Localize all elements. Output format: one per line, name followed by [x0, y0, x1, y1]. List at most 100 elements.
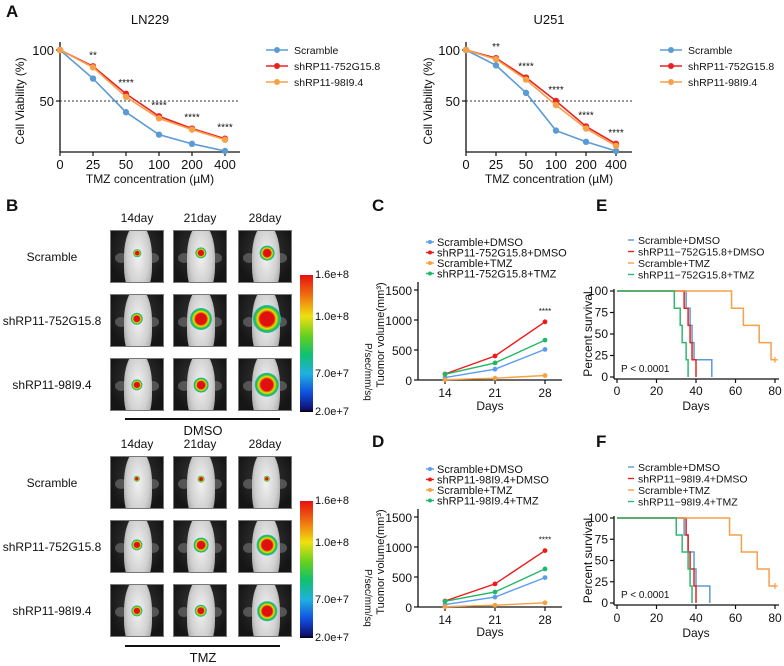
data-point	[522, 89, 530, 97]
colorbar-tick-label: 2.0e+7	[315, 406, 349, 418]
legend-label: Scramble+TMZ	[437, 258, 513, 270]
data-point	[492, 360, 498, 366]
significance-marker: ****	[548, 85, 564, 96]
data-point	[542, 575, 548, 580]
mouse-image	[110, 358, 164, 411]
significance-marker: ****	[578, 111, 594, 122]
x-tick-label: 21	[488, 386, 502, 400]
legend-marker	[428, 498, 432, 503]
legend-label: shRP11-98I9.4	[294, 77, 363, 89]
row-label: shRP11-752G15.8	[2, 314, 102, 328]
x-axis-label: Days	[682, 626, 709, 640]
luminescence-signal	[263, 475, 271, 483]
data-point	[442, 604, 448, 610]
data-point	[492, 375, 498, 381]
series-line	[444, 321, 546, 375]
y-tick-label: 1000	[385, 541, 412, 555]
significance-marker: ****	[518, 62, 534, 73]
legend-label: shRP11-98I9.4+DMSO	[437, 475, 549, 487]
series-line	[59, 49, 226, 141]
data-point	[122, 93, 130, 101]
legend-label: shRP11-752G15.8	[688, 61, 774, 73]
significance-marker: ****	[118, 78, 134, 89]
legend-marker	[428, 488, 432, 492]
luminescence-signal	[131, 379, 143, 391]
x-tick-label: 0	[56, 157, 63, 172]
x-tick-label: 14	[438, 613, 452, 627]
p-value: P < 0.0001	[621, 590, 670, 601]
mouse-image	[238, 358, 292, 411]
data-point	[188, 126, 196, 133]
data-point	[442, 377, 448, 383]
legend-label: Scramble+DMSO	[638, 462, 720, 474]
y-tick-label: 50	[40, 94, 54, 109]
legend-marker	[428, 250, 432, 255]
y-tick-label: 500	[392, 571, 412, 585]
day-header: 14day	[120, 437, 154, 451]
panel-label-b: B	[6, 196, 19, 215]
x-axis-label: Days	[476, 399, 503, 413]
data-point	[492, 581, 498, 587]
x-tick-label: 80	[768, 384, 782, 398]
luminescence-signal	[133, 475, 141, 483]
x-tick-label: 200	[575, 157, 597, 172]
row-label: Scramble	[26, 250, 78, 264]
mouse-image	[110, 230, 164, 283]
luminescence-signal	[193, 537, 209, 553]
data-point	[155, 131, 163, 138]
group-label: DMSO	[183, 423, 223, 438]
data-point	[462, 46, 470, 54]
colorbar-unit-label: P/sec/mm/sq	[362, 343, 373, 401]
mouse-image	[173, 520, 227, 573]
colorbar-tick-label: 7.0e+7	[315, 367, 349, 380]
colorbar-unit-label: P/sec/mm/sq	[362, 569, 373, 627]
luminescence-signal	[131, 605, 143, 617]
data-point	[582, 125, 590, 132]
x-tick-label: 100	[148, 157, 170, 172]
day-header: 21day	[183, 437, 217, 451]
y-axis-label: Cell Viability (%)	[421, 57, 435, 144]
luminescence-signal	[131, 539, 143, 551]
y-tick-label: 75	[595, 532, 609, 546]
survival-curve	[617, 290, 689, 377]
row-label: shRP11-98I9.4	[12, 604, 92, 618]
mouse-image	[110, 520, 164, 573]
x-tick-label: 400	[214, 157, 236, 172]
y-tick-label: 75	[595, 306, 609, 320]
data-point	[542, 566, 548, 572]
y-axis-label: Cell Viability (%)	[13, 57, 27, 144]
data-point	[492, 62, 500, 69]
data-point	[188, 140, 196, 148]
y-tick-label: 1000	[385, 314, 412, 328]
y-tick-label: 50	[595, 554, 609, 568]
panel-label-a: A	[6, 2, 19, 21]
panel-label-e: E	[596, 196, 608, 215]
legend-marker	[274, 47, 280, 53]
legend-label: Scramble+TMZ	[638, 258, 711, 270]
y-tick-label: 100	[588, 284, 608, 298]
luminescence-signal	[190, 308, 212, 330]
y-axis-label: Tuomor volume(mm³)	[375, 282, 387, 387]
data-point	[582, 138, 590, 145]
chart-title: U251	[533, 12, 564, 27]
y-tick-label: 1500	[385, 511, 412, 525]
data-point	[552, 101, 560, 109]
x-tick-label: 40	[689, 384, 703, 398]
data-point	[155, 115, 163, 122]
day-header: 28day	[248, 437, 282, 451]
legend-marker	[428, 271, 432, 276]
mouse-image	[238, 230, 292, 283]
y-tick-label: 25	[595, 575, 609, 589]
x-tick-label: 80	[768, 611, 782, 625]
x-axis-label: TMZ concentration (µM)	[485, 172, 613, 186]
x-tick-label: 60	[729, 384, 743, 398]
data-point	[542, 548, 548, 553]
legend-label: Scramble+DMSO	[437, 237, 523, 249]
significance-marker: ****	[539, 536, 551, 545]
colorbar-tick-label: 1.0e+8	[315, 311, 349, 324]
colorbar	[300, 501, 313, 638]
data-point	[522, 76, 530, 83]
mouse-image	[238, 520, 292, 573]
luminescence-signal	[133, 249, 141, 257]
data-point	[612, 142, 620, 150]
